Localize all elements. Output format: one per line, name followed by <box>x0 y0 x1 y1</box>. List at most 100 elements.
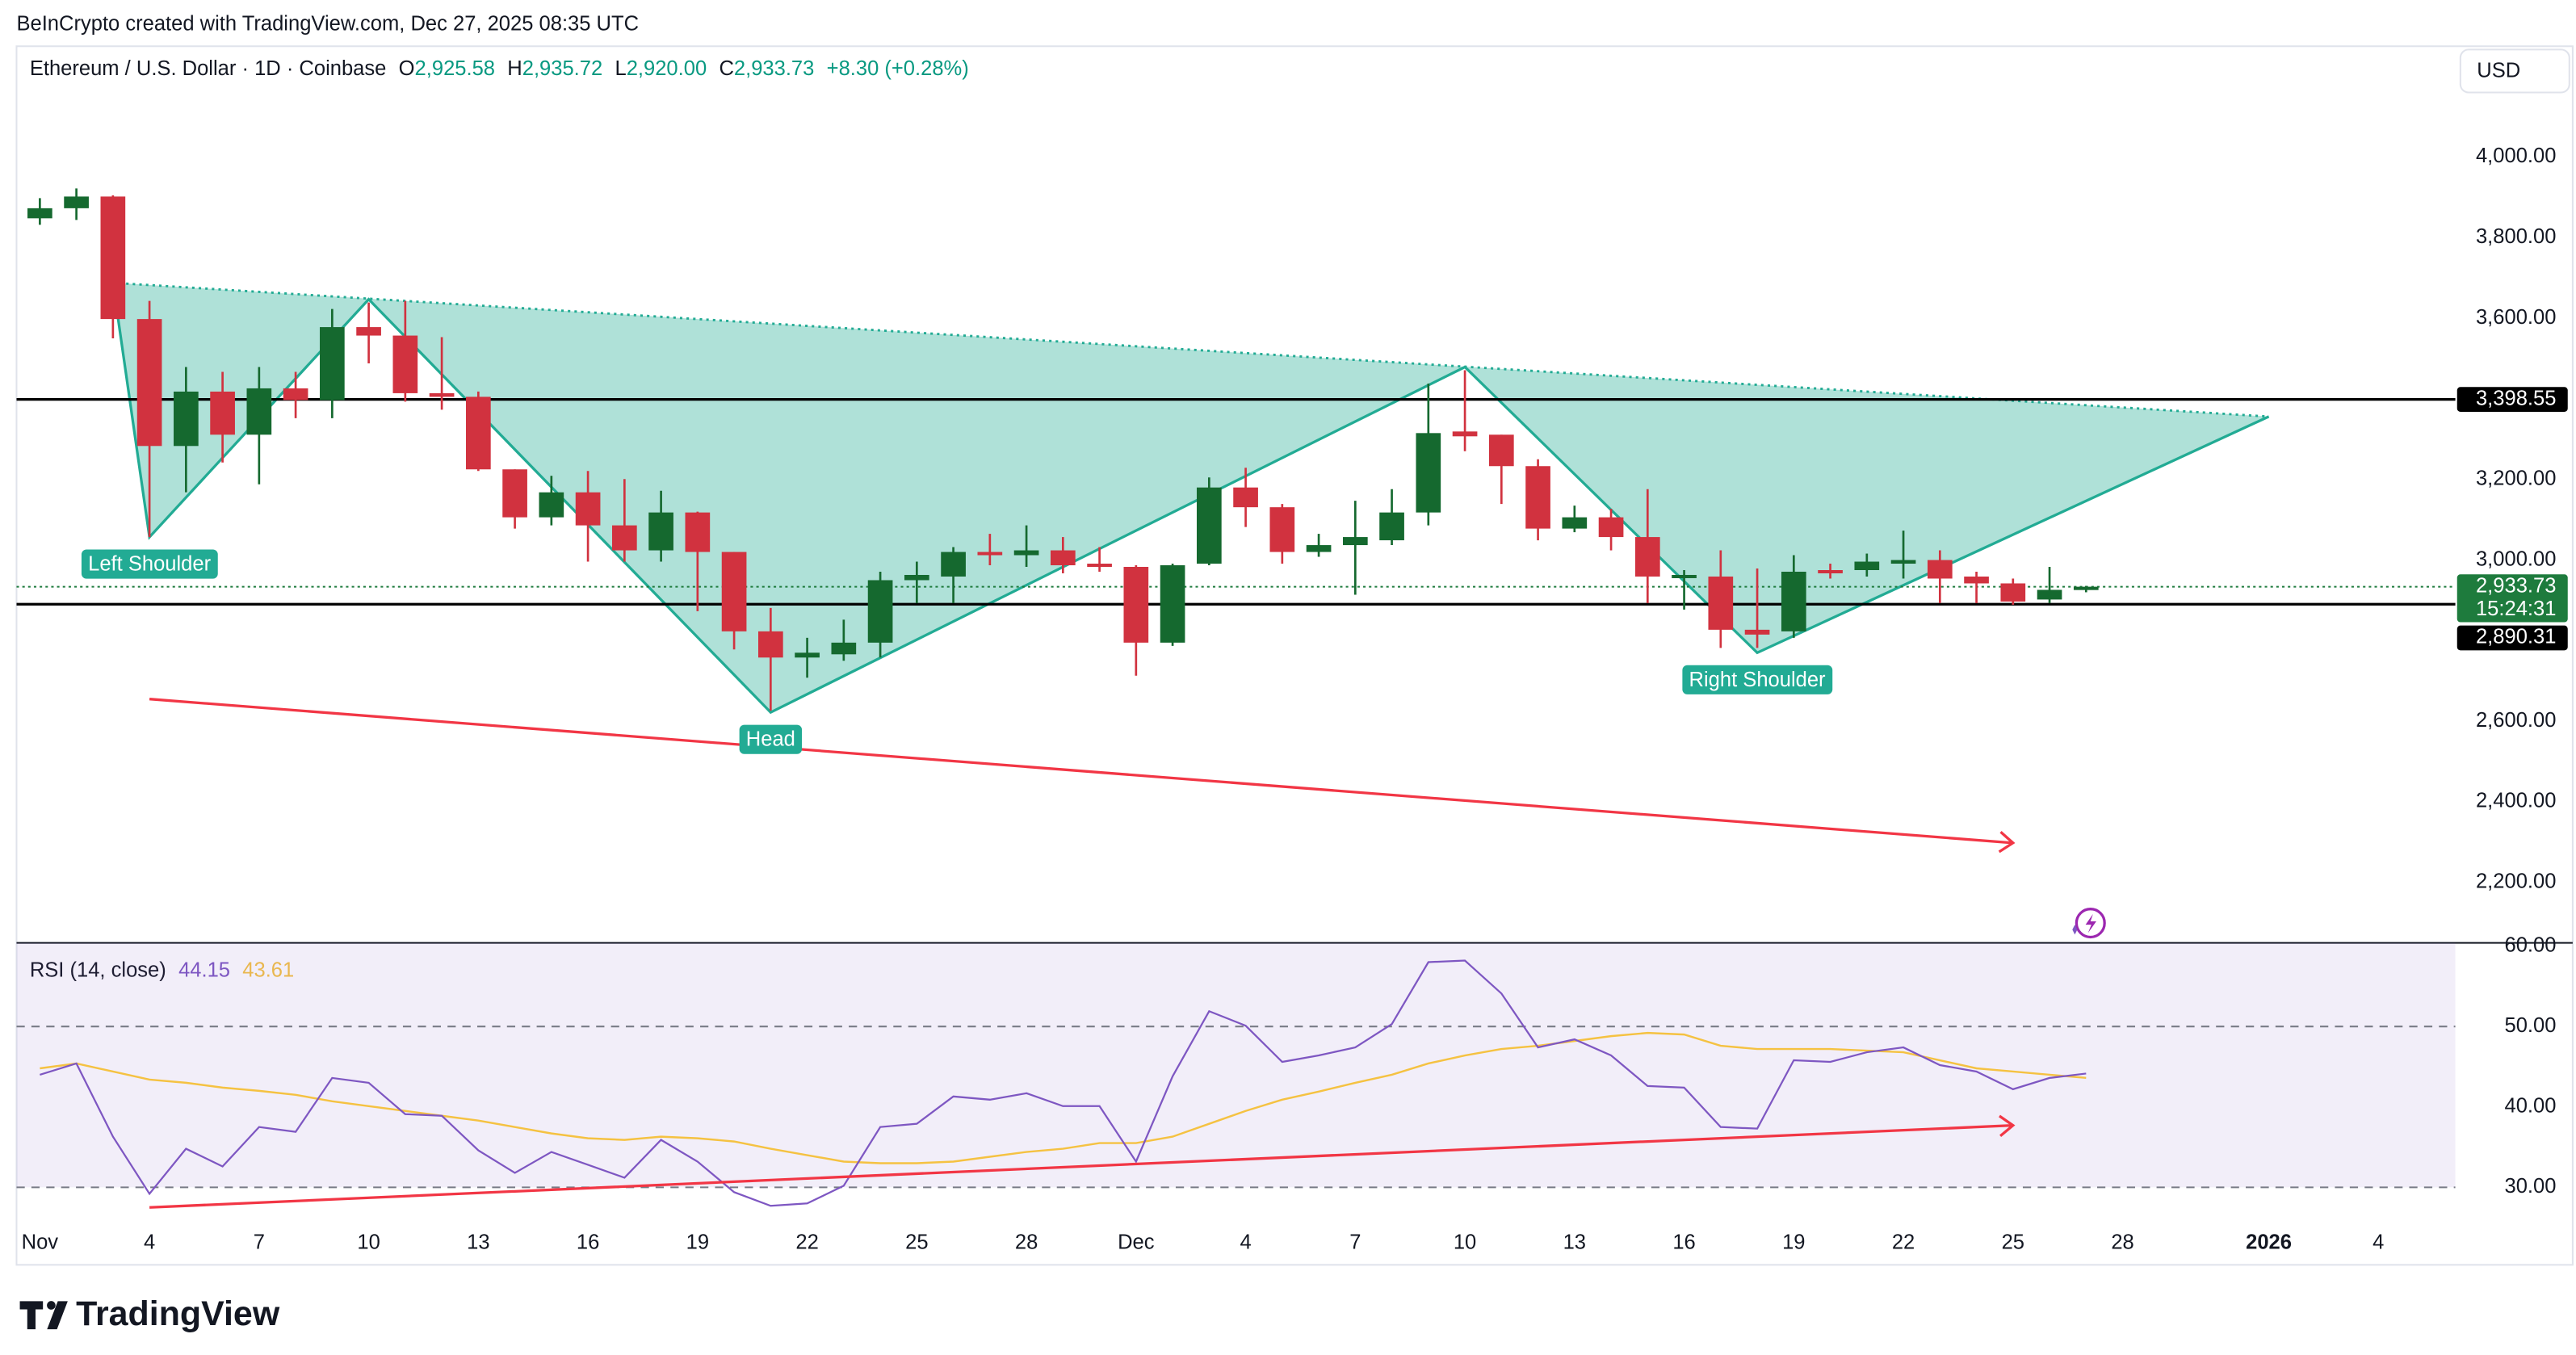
x-tick-label: 19 <box>686 1231 709 1254</box>
chart-title: Ethereum / U.S. Dollar · 1D · Coinbase <box>30 57 387 80</box>
rsi-value: 44.15 <box>178 959 230 981</box>
logo-text: TradingView <box>76 1294 280 1333</box>
candle-body <box>1013 550 1039 556</box>
currency-button-label[interactable]: USD <box>2477 60 2520 82</box>
candle-body <box>1050 550 1076 566</box>
x-tick-label: Nov <box>22 1231 59 1254</box>
y-tick-label: 30.00 <box>2505 1175 2557 1198</box>
candle-body <box>1634 537 1660 577</box>
pattern-label: Head <box>746 728 795 751</box>
candle-body <box>1672 574 1697 578</box>
candle-body <box>1854 561 1880 571</box>
y-tick-label: 60.00 <box>2505 933 2557 956</box>
alert-icon-spark <box>2072 925 2078 935</box>
x-tick-label: Dec <box>1118 1231 1155 1254</box>
price-tag-box <box>2456 625 2568 651</box>
candle-body <box>283 388 308 401</box>
rsi-ma-value: 43.61 <box>242 959 294 981</box>
candle-body <box>64 196 89 208</box>
ohlc-value: 2,933.73 <box>734 57 814 80</box>
logo: TradingView <box>19 1294 280 1333</box>
x-tick-label: 10 <box>357 1231 380 1254</box>
candle-body <box>539 492 564 518</box>
candle-body <box>1087 564 1112 568</box>
candle-body <box>1964 576 1989 584</box>
candle-body <box>320 327 345 401</box>
ohlc-key: L <box>615 57 626 80</box>
trend-arrow-head <box>1999 1114 2016 1138</box>
candle-body <box>941 552 966 577</box>
x-tick-label: 22 <box>1892 1231 1915 1254</box>
candle-body <box>2000 583 2026 602</box>
price-tag-box <box>2456 387 2568 412</box>
x-tick-label: 25 <box>905 1231 928 1254</box>
rsi-line <box>40 959 2087 1207</box>
candle-body <box>174 391 199 447</box>
candle-body <box>1160 565 1185 643</box>
candle-body <box>392 335 418 393</box>
x-tick-label: 7 <box>1349 1231 1361 1254</box>
x-tick-label: 4 <box>144 1231 155 1254</box>
rsi-legend: RSI (14, close) 44.15 43.61 <box>30 959 294 981</box>
candle-body <box>1379 512 1404 541</box>
candle-body <box>466 396 491 470</box>
candle-body <box>1342 537 1368 546</box>
logo-mark <box>19 1301 44 1330</box>
x-tick-label: 16 <box>1672 1231 1695 1254</box>
price-tag-label: 2,890.31 <box>2476 626 2556 648</box>
candle-body <box>1525 466 1550 529</box>
ohlc-value: 2,920.00 <box>627 57 707 80</box>
y-tick-label: 3,800.00 <box>2476 225 2556 248</box>
candle-body <box>1416 433 1441 513</box>
ohlc-key: H <box>507 57 522 80</box>
candle-body <box>27 208 52 219</box>
x-tick-label: 28 <box>1015 1231 1038 1254</box>
ohlc-value: 2,935.72 <box>522 57 602 80</box>
y-tick-label: 2,400.00 <box>2476 790 2556 812</box>
rsi-title: RSI (14, close) <box>30 959 166 981</box>
candle-body <box>1744 629 1770 635</box>
last-price-tag-label: 2,933.73 <box>2476 574 2556 597</box>
symbol-header: Ethereum / U.S. Dollar · 1D · Coinbase O… <box>30 57 969 80</box>
candle-body <box>136 319 162 447</box>
x-tick-label: 10 <box>1454 1231 1476 1254</box>
candle-body <box>648 512 673 551</box>
currency-button-box[interactable] <box>2459 48 2570 94</box>
y-tick-label: 3,000.00 <box>2476 547 2556 570</box>
x-tick-label: 13 <box>467 1231 489 1254</box>
pattern-label: Right Shoulder <box>1689 669 1826 691</box>
currency-button[interactable]: USD <box>2459 48 2570 94</box>
candle-body <box>429 392 455 397</box>
candle-body <box>1488 434 1514 467</box>
candle-body <box>1562 517 1588 529</box>
pattern-label-box <box>739 724 803 754</box>
candle-body <box>795 652 820 658</box>
candle-body <box>575 492 601 526</box>
candle-body <box>1452 431 1478 437</box>
candle-body <box>1123 567 1149 643</box>
candle-body <box>1708 576 1734 630</box>
x-tick-label: 4 <box>1240 1231 1251 1254</box>
candle-body <box>1890 560 1916 564</box>
x-tick-label: 7 <box>254 1231 265 1254</box>
candle-body <box>1196 487 1222 564</box>
last-price-tag-box <box>2456 574 2568 623</box>
x-tick-label: 22 <box>795 1231 818 1254</box>
x-tick-label: 16 <box>577 1231 599 1254</box>
candle-body <box>2037 589 2062 600</box>
candle-body <box>977 552 1003 556</box>
rsi-band <box>16 942 2456 1188</box>
ohlc-value: 2,925.58 <box>415 57 495 80</box>
logo-mark-dot <box>47 1301 56 1310</box>
pattern-label: Left Shoulder <box>88 553 211 576</box>
candle-body <box>1306 545 1332 552</box>
y-tick-label: 40.00 <box>2505 1095 2557 1118</box>
candle-body <box>867 580 893 643</box>
candle-body <box>210 391 235 435</box>
candle-body <box>1598 517 1624 538</box>
x-tick-label: 28 <box>2111 1231 2133 1254</box>
rsi-line <box>40 1031 2087 1164</box>
x-tick-label: 25 <box>2002 1231 2024 1254</box>
